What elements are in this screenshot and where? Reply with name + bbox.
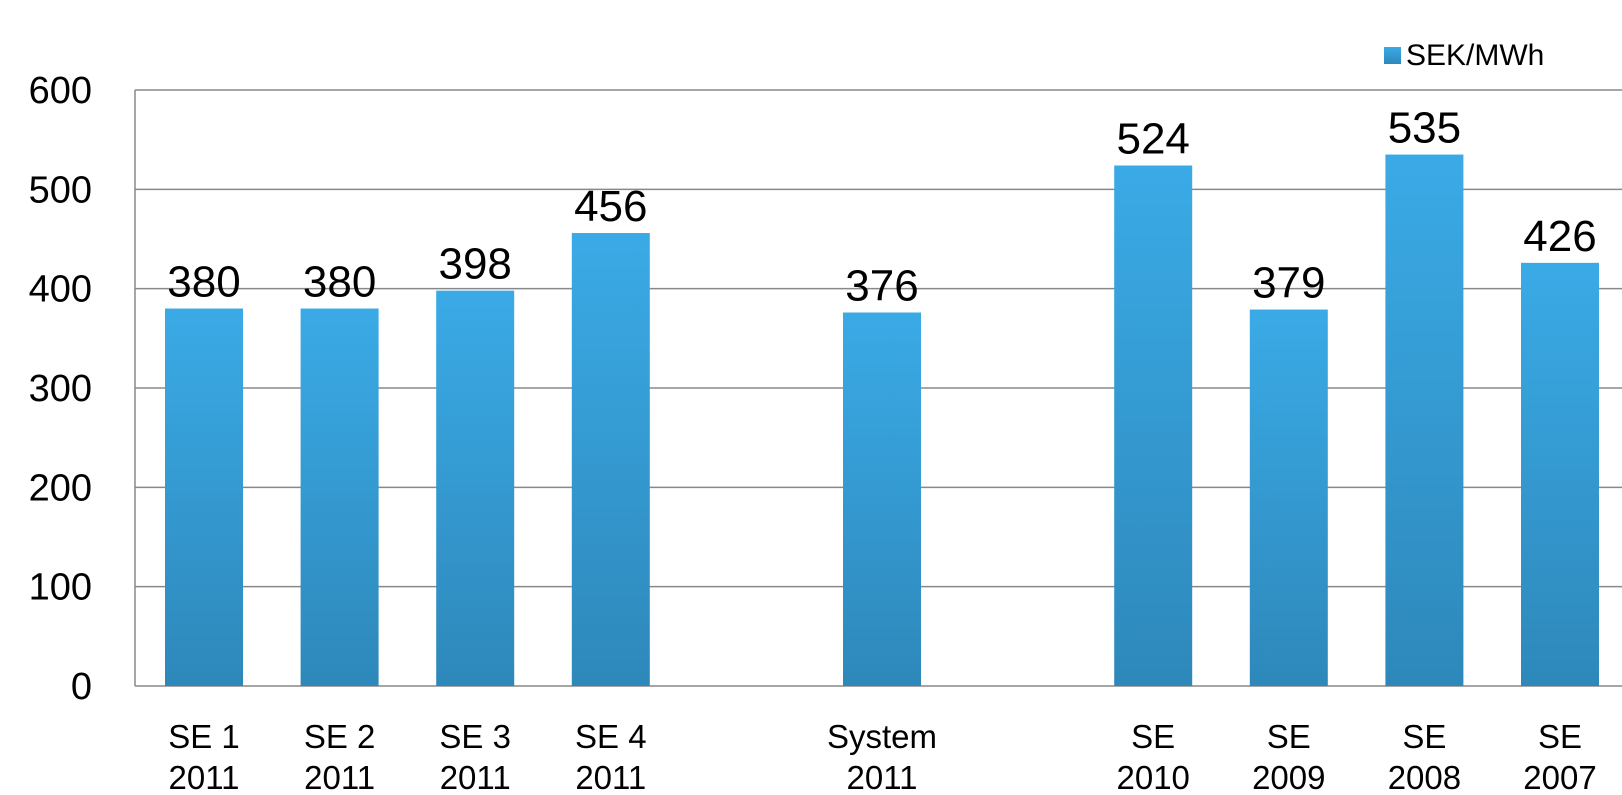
bar: [1385, 154, 1464, 687]
data-label: 426: [1523, 212, 1596, 261]
x-axis-category-labels: SE 1 2011 SE 2 2011 SE 3 2011 SE 4 2011 System 20…: [168, 718, 1596, 795]
category-label: 2011: [575, 759, 646, 795]
category-label: SE: [1267, 718, 1311, 755]
category-label: SE 3: [439, 718, 511, 755]
category-label: 2007: [1523, 759, 1596, 795]
bar: [1521, 262, 1599, 686]
legend-label: SEK/MWh: [1406, 39, 1544, 72]
bar: [300, 308, 379, 686]
category-label: 2011: [440, 759, 511, 795]
data-labels: 380 380 398 456 376 524 379 535 426: [167, 104, 1596, 311]
data-label: 398: [438, 240, 511, 289]
category-label: 2011: [304, 759, 375, 795]
category-label: 2009: [1252, 759, 1325, 795]
category-label: 2008: [1388, 759, 1461, 795]
category-label: 2010: [1116, 759, 1189, 795]
data-label: 379: [1252, 259, 1325, 308]
category-label: SE: [1402, 718, 1446, 755]
data-label: 535: [1388, 104, 1461, 153]
data-label: 524: [1116, 114, 1189, 163]
bar: [843, 312, 921, 686]
bar: [1114, 165, 1193, 686]
category-label: SE: [1538, 718, 1582, 755]
y-tick-label: 100: [29, 567, 92, 609]
category-label: SE: [1131, 718, 1175, 755]
category-label: SE 4: [575, 718, 647, 755]
data-label: 380: [303, 258, 376, 307]
category-label: SE 1: [168, 718, 240, 755]
category-label: System: [827, 718, 937, 755]
y-tick-label: 200: [29, 467, 92, 509]
data-label: 380: [167, 258, 240, 307]
bar: [571, 233, 650, 687]
bar: [1249, 309, 1328, 686]
y-tick-label: 400: [29, 269, 92, 311]
category-label: 2011: [169, 759, 240, 795]
y-tick-label: 300: [29, 368, 92, 410]
data-label: 376: [845, 262, 918, 311]
legend: SEK/MWh: [1384, 39, 1544, 72]
y-tick-label: 500: [29, 169, 92, 211]
bars: [165, 154, 1599, 687]
y-axis-tick-labels: 0 100 200 300 400 500 600: [29, 70, 92, 708]
bar: [165, 308, 243, 686]
legend-swatch: [1384, 47, 1401, 64]
bar: [436, 290, 515, 686]
data-label: 456: [574, 182, 647, 231]
y-tick-label: 0: [71, 666, 92, 708]
category-label: SE 2: [304, 718, 376, 755]
category-label: 2011: [847, 759, 918, 795]
y-tick-label: 600: [29, 70, 92, 112]
